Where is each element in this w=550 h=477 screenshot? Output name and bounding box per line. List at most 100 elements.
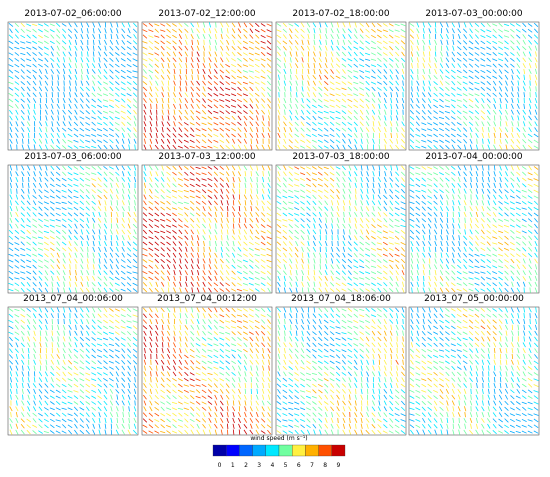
colorbar-cell [331,444,346,457]
wind-vectors [409,307,539,435]
wind-vectors [421,313,514,424]
panel-title: 2013-07-03_12:00:00 [158,152,255,162]
wind-vectors [294,166,405,276]
wind-vectors [143,307,272,435]
wind-vectors [312,330,406,435]
panel-title: 2013-07-02_12:00:00 [158,9,255,19]
wind-vectors [276,307,406,435]
colorbar-tick-label: 1 [231,462,235,469]
colorbar-tick-label: 5 [284,462,288,469]
wind-vectors [142,165,272,293]
wind-vectors [8,22,138,150]
wind-vectors [142,22,272,98]
wind-vectors [276,307,406,435]
wind-vectors [409,307,539,435]
panel-frame [141,306,273,436]
panel-title: 2013_07_05_00:00:00 [424,294,524,304]
wind-vectors [300,22,405,150]
panel-title: 2013_07_04_00:06:00 [23,294,123,304]
colorbar-tick-label: 2 [244,462,248,469]
wind-vectors [142,22,272,150]
colorbar-cell [318,444,332,457]
panel-title: 2013_07_04_18:06:00 [291,294,391,304]
panel-title: 2013-07-04_00:00:00 [425,152,522,162]
wind-vectors [8,307,138,435]
wind-vectors [276,307,406,435]
colorbar-cell [212,444,227,457]
wind-vectors [142,165,241,293]
wind-vectors [142,313,266,435]
wind-vectors [409,307,539,435]
colorbar-tick-label: 3 [257,462,261,469]
colorbar-cell [239,444,253,457]
wind-vectors [278,22,406,150]
colorbar-cell [265,444,280,457]
wind-vectors [8,307,138,435]
colorbar-cell [226,444,240,457]
wind-vectors [142,307,272,435]
colorbar-label: wind speed (m s⁻¹) [250,435,307,442]
wind-vectors [9,307,120,429]
wind-vectors [276,165,406,281]
colorbar-tick-label: 7 [310,462,314,469]
wind-vectors [142,307,272,435]
wind-vectors [276,165,406,293]
wind-vectors [421,165,539,293]
wind-vectors [225,354,236,365]
wind-vectors [276,22,406,150]
colorbar-tick-label: 8 [323,462,327,469]
wind-vectors [142,22,272,150]
wind-vectors [409,22,539,150]
panel-title: 2013-07-03_00:00:00 [425,9,522,19]
wind-vectors [409,34,509,150]
wind-vectors [409,165,539,293]
wind-vectors [277,165,406,293]
wind-vectors [277,57,334,138]
wind-vectors [143,22,272,150]
wind-vectors [276,165,406,293]
wind-vectors [480,325,486,330]
wind-vectors [195,307,271,395]
wind-vectors [8,22,138,150]
panel-title: 2013_07_04_00:12:00 [157,294,257,304]
colorbar-cell [278,444,293,457]
wind-vectors [142,22,272,150]
wind-vectors [409,307,539,435]
wind-vectors [409,22,539,150]
wind-vectors [8,22,138,150]
colorbar-cell [252,444,266,457]
wind-vectors [276,307,406,429]
wind-vectors [8,307,138,435]
wind-vectors [277,22,406,150]
wind-vectors [409,28,538,150]
colorbar-tick-label: 0 [218,462,222,469]
panel-title: 2013-07-02_06:00:00 [24,9,121,19]
panel-title: 2013-07-03_06:00:00 [24,152,121,162]
wind-vectors [409,165,539,293]
wind-vectors [143,165,271,292]
wind-vectors [143,165,272,293]
wind-vectors [9,165,138,293]
wind-vectors [49,183,131,287]
wind-vectors [409,165,539,293]
panel-title: 2013-07-02_18:00:00 [292,9,389,19]
wind-vectors [8,165,138,293]
colorbar-cell [305,444,319,457]
colorbar-tick-label: 4 [270,462,274,469]
wind-vectors [276,22,406,150]
colorbar-tick-label: 6 [297,462,301,469]
wind-vectors [409,22,539,150]
wind-vectors [190,22,211,28]
wind-vectors [9,307,138,435]
wind-vectors [142,165,272,293]
colorbar-cell [292,444,306,457]
wind-vectors [20,22,137,133]
colorbar-tick-label: 9 [336,462,340,469]
wind-vectors [439,166,539,293]
wind-vectors [160,307,272,429]
wind-vectors [8,165,138,293]
panel-title: 2013-07-03_18:00:00 [292,152,389,162]
wind-vectors [276,165,406,293]
wind-vectors [15,177,137,293]
